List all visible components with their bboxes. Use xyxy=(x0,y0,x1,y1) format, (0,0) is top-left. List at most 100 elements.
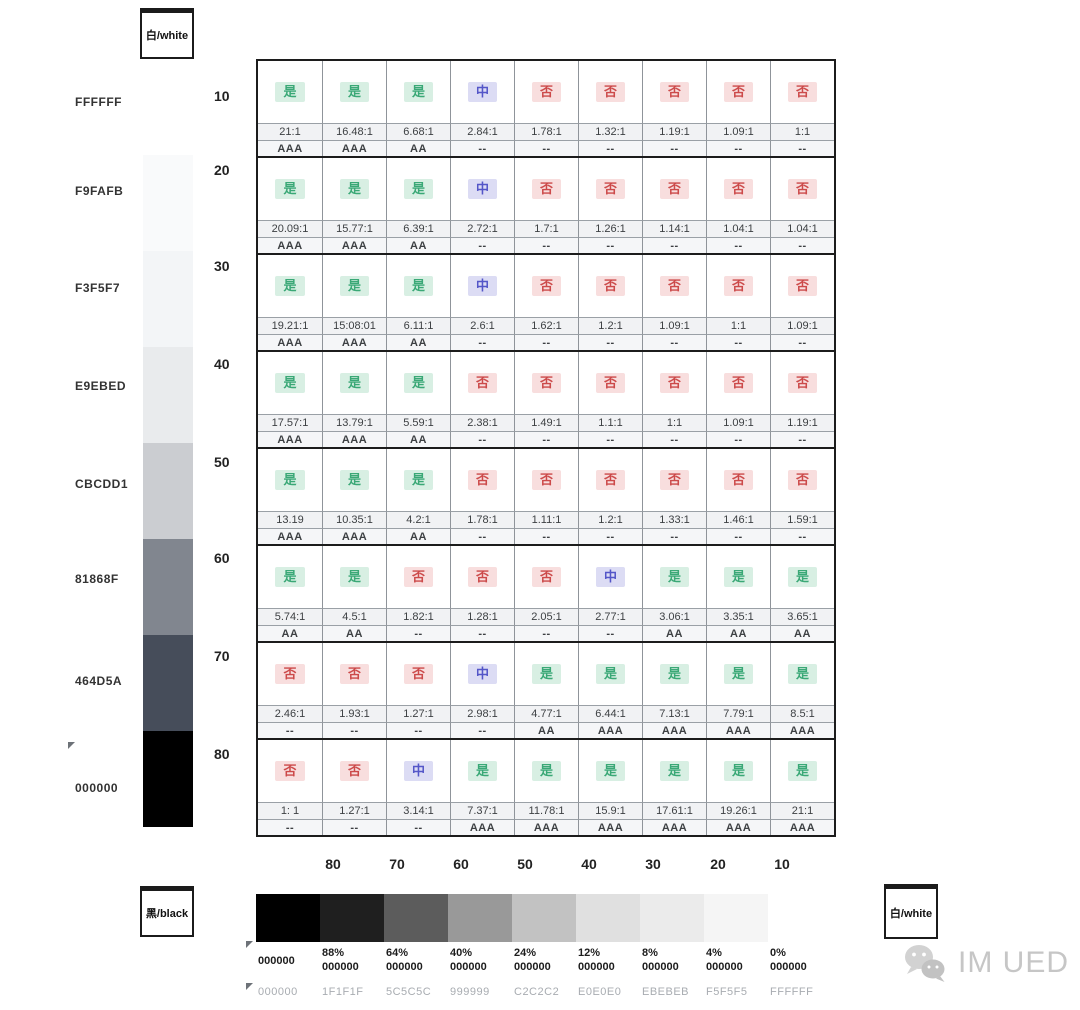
gradient-segment xyxy=(143,251,193,347)
wcag-rating: -- xyxy=(642,528,706,544)
contrast-ratio: 15.77:1 xyxy=(322,220,386,237)
contrast-ratio: 1.19:1 xyxy=(642,123,706,140)
badge-yes: 是 xyxy=(723,567,753,587)
wcag-rating: AAA xyxy=(258,237,322,253)
matrix-cell: 中 xyxy=(386,740,450,802)
contrast-ratio: 1.33:1 xyxy=(642,511,706,528)
wcag-rating: AA xyxy=(642,625,706,641)
badge-yes: 是 xyxy=(787,761,817,781)
badge-mid: 中 xyxy=(467,82,497,102)
badge-yes: 是 xyxy=(403,373,433,393)
wcag-rating: -- xyxy=(706,528,770,544)
badge-no: 否 xyxy=(531,567,561,587)
matrix-row-block: 是 是 是 中 否 否 否 否 否 20.09:1 15.77:1 6.39:1 2.72:1 1.7:1… xyxy=(258,158,834,255)
wcag-rating: -- xyxy=(706,431,770,447)
shade-percent: 4% xyxy=(706,947,722,959)
badge-no: 否 xyxy=(787,373,817,393)
contrast-ratio: 3.65:1 xyxy=(770,608,834,625)
result-hex-labels: 000000 1F1F1F 5C5C5C 999999 C2C2C2 E0E0E0 EBEB… xyxy=(256,986,832,998)
contrast-ratio: 19.21:1 xyxy=(258,317,322,334)
row-number: 30 xyxy=(214,258,230,274)
contrast-ratio: 1.04:1 xyxy=(706,220,770,237)
matrix-cell: 否 xyxy=(770,61,834,123)
badge-no: 否 xyxy=(531,179,561,199)
contrast-ratio: 2.6:1 xyxy=(450,317,514,334)
row-number: 70 xyxy=(214,648,230,664)
badge-no: 否 xyxy=(595,179,625,199)
result-hex-label: C2C2C2 xyxy=(514,986,560,998)
contrast-ratio: 19.26:1 xyxy=(706,802,770,819)
ratio-row: 20.09:1 15.77:1 6.39:1 2.72:1 1.7:1 1.26:1 1.1… xyxy=(258,220,834,237)
badge-yes: 是 xyxy=(275,373,305,393)
gradient-segment xyxy=(704,894,768,942)
shade-base-hex: 000000 xyxy=(706,961,743,973)
matrix-cell: 否 xyxy=(578,352,642,414)
rating-row: AAA AAA AA -- -- -- -- -- -- xyxy=(258,334,834,350)
badge-no: 否 xyxy=(595,82,625,102)
contrast-ratio: 13.79:1 xyxy=(322,414,386,431)
badge-yes: 是 xyxy=(723,761,753,781)
watermark: IM UED xyxy=(900,942,1069,984)
contrast-ratio: 6.39:1 xyxy=(386,220,450,237)
wcag-rating: AA xyxy=(386,140,450,156)
contrast-ratio: 1.78:1 xyxy=(514,123,578,140)
comment-flag-icon xyxy=(246,941,253,948)
contrast-ratio: 1.26:1 xyxy=(578,220,642,237)
wcag-rating: -- xyxy=(386,722,450,738)
matrix-cell: 是 xyxy=(258,546,322,608)
gradient-segment xyxy=(768,894,832,942)
badge-row: 是是是中否否否否否 xyxy=(258,61,834,123)
contrast-ratio: 1:1 xyxy=(706,317,770,334)
matrix-cell: 是 xyxy=(386,255,450,317)
ratio-row: 2.46:1 1.93:1 1.27:1 2.98:1 4.77:1 6.44:1 7.13… xyxy=(258,705,834,722)
wcag-rating: AA xyxy=(770,625,834,641)
wechat-icon xyxy=(905,945,945,982)
contrast-ratio: 1:1 xyxy=(770,123,834,140)
shade-percent: 8% xyxy=(642,947,658,959)
contrast-ratio: 1.28:1 xyxy=(450,608,514,625)
wcag-rating: AAA xyxy=(450,819,514,835)
contrast-ratio: 5.74:1 xyxy=(258,608,322,625)
wcag-rating: -- xyxy=(514,625,578,641)
contrast-ratio: 1.7:1 xyxy=(514,220,578,237)
contrast-ratio: 2.84:1 xyxy=(450,123,514,140)
badge-no: 否 xyxy=(659,82,689,102)
shade-percent-cell: 4% 000000 xyxy=(704,946,768,974)
watermark-text: IM UED xyxy=(958,946,1069,979)
contrast-ratio: 1.27:1 xyxy=(322,802,386,819)
matrix-cell: 是 xyxy=(450,740,514,802)
wcag-rating: -- xyxy=(514,237,578,253)
contrast-ratio: 3.35:1 xyxy=(706,608,770,625)
contrast-ratio: 15.9:1 xyxy=(578,802,642,819)
contrast-ratio: 1.14:1 xyxy=(642,220,706,237)
horizontal-gradient-bar xyxy=(256,894,832,942)
matrix-cell: 否 xyxy=(706,449,770,511)
black-label-box: 黑/black xyxy=(140,886,194,937)
wcag-rating: -- xyxy=(578,528,642,544)
wcag-rating: AAA xyxy=(642,819,706,835)
badge-no: 否 xyxy=(467,567,497,587)
badge-yes: 是 xyxy=(403,470,433,490)
gradient-segment xyxy=(640,894,704,942)
matrix-cell: 否 xyxy=(706,352,770,414)
wcag-rating: -- xyxy=(514,334,578,350)
wcag-rating: -- xyxy=(514,431,578,447)
comment-flag-icon xyxy=(246,983,253,990)
matrix-cell: 是 xyxy=(578,643,642,705)
matrix-cell: 否 xyxy=(450,546,514,608)
matrix-cell: 否 xyxy=(258,643,322,705)
badge-no: 否 xyxy=(403,567,433,587)
matrix-cell: 否 xyxy=(514,449,578,511)
wcag-rating: -- xyxy=(770,334,834,350)
contrast-ratio: 2.72:1 xyxy=(450,220,514,237)
wcag-rating: AA xyxy=(258,625,322,641)
matrix-cell: 是 xyxy=(578,740,642,802)
badge-no: 否 xyxy=(659,179,689,199)
badge-no: 否 xyxy=(723,373,753,393)
badge-row: 是是否否否中是是是 xyxy=(258,546,834,608)
bg-hex-label: F3F5F7 xyxy=(75,281,121,295)
shade-base-hex: 000000 xyxy=(514,961,551,973)
badge-no: 否 xyxy=(595,373,625,393)
wcag-rating: -- xyxy=(578,431,642,447)
contrast-ratio: 6.68:1 xyxy=(386,123,450,140)
